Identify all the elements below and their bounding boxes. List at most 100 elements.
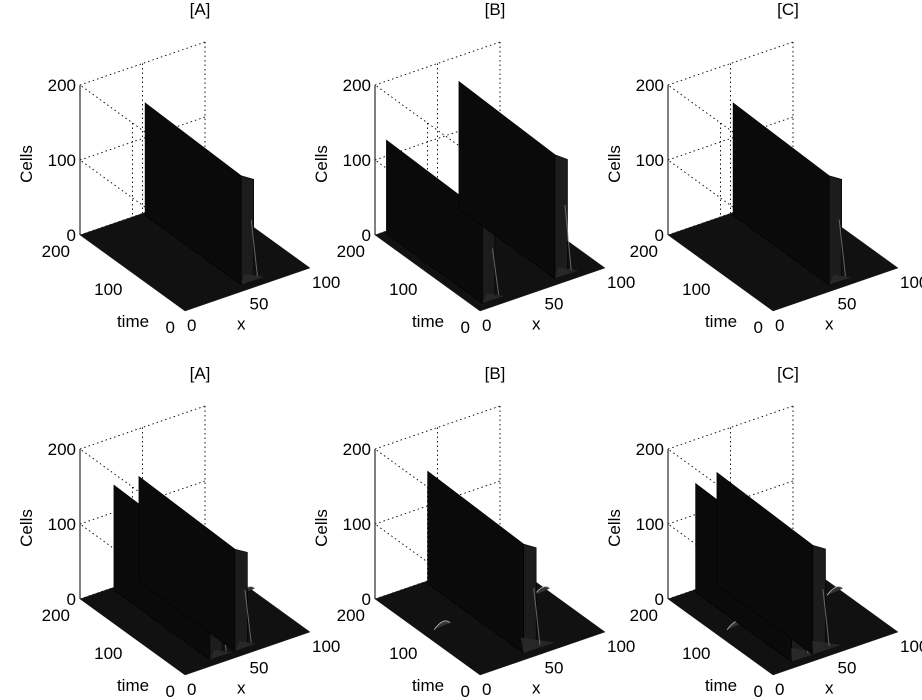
x-tick-label: 50 bbox=[545, 659, 564, 678]
time-axis-label: time bbox=[117, 312, 149, 331]
z-tick-label: 0 bbox=[362, 590, 371, 609]
grid-line-left-wall bbox=[79, 159, 186, 237]
grid-line-left-wall bbox=[667, 448, 774, 526]
z-tick-label: 100 bbox=[343, 515, 371, 534]
x-axis-label: x bbox=[825, 315, 834, 334]
z-tick-label: 200 bbox=[636, 76, 664, 95]
x-tick-label: 100 bbox=[312, 637, 340, 656]
z-axis-label: Cells bbox=[17, 509, 36, 547]
time-tick-label: 100 bbox=[389, 280, 417, 299]
time-tick-label: 100 bbox=[94, 644, 122, 663]
surface-peak-side bbox=[828, 175, 843, 286]
time-axis-label: time bbox=[117, 676, 149, 695]
x-tick-label: 100 bbox=[900, 637, 922, 656]
z-tick-label: 100 bbox=[636, 515, 664, 534]
surface-peak-highlight bbox=[533, 587, 541, 645]
time-tick-label: 100 bbox=[682, 644, 710, 663]
z-axis-label: Cells bbox=[312, 145, 331, 183]
surface-peak-side bbox=[554, 154, 568, 279]
x-tick-label: 50 bbox=[250, 659, 269, 678]
surface-peak-highlight bbox=[244, 589, 252, 643]
time-axis-label: time bbox=[705, 676, 737, 695]
x-tick-label: 0 bbox=[775, 680, 784, 699]
time-tick-label: 0 bbox=[166, 318, 175, 337]
x-tick-label: 50 bbox=[545, 295, 564, 314]
z-tick-label: 200 bbox=[343, 76, 371, 95]
surface-peak-highlight bbox=[491, 248, 500, 295]
x-tick-label: 0 bbox=[187, 316, 196, 335]
surface-peak-highlight bbox=[564, 204, 572, 270]
x-tick-label: 50 bbox=[250, 295, 269, 314]
surface-peak-tail bbox=[209, 649, 232, 660]
grid-line-left-wall bbox=[667, 523, 774, 601]
grid-line-left-wall bbox=[667, 84, 774, 162]
time-tick-label: 200 bbox=[337, 242, 365, 261]
surface-peak-highlight bbox=[250, 219, 258, 277]
surface-ripple bbox=[433, 620, 451, 631]
grid-line-left-wall bbox=[79, 448, 186, 526]
grid-line-left-wall bbox=[374, 448, 481, 526]
surface-peak-tail bbox=[520, 637, 555, 654]
grid-line-left-wall bbox=[667, 159, 774, 237]
z-tick-label: 200 bbox=[48, 440, 76, 459]
z-tick-label: 0 bbox=[67, 590, 76, 609]
time-axis-label: time bbox=[412, 312, 444, 331]
x-axis-label: x bbox=[532, 679, 541, 698]
x-tick-label: 50 bbox=[838, 659, 857, 678]
z-axis-label: Cells bbox=[605, 145, 624, 183]
panel-title: [B] bbox=[485, 364, 506, 383]
panel-title: [C] bbox=[777, 0, 799, 19]
time-tick-label: 100 bbox=[94, 280, 122, 299]
time-tick-label: 0 bbox=[166, 682, 175, 700]
x-tick-label: 0 bbox=[187, 680, 196, 699]
z-tick-label: 0 bbox=[67, 226, 76, 245]
x-tick-label: 100 bbox=[607, 637, 635, 656]
time-tick-label: 0 bbox=[754, 318, 763, 337]
grid-line-left-wall bbox=[79, 84, 186, 162]
time-tick-label: 200 bbox=[42, 242, 70, 261]
surface-peak-tail bbox=[829, 274, 852, 285]
x-axis-label: x bbox=[237, 315, 246, 334]
grid-line-left-wall bbox=[374, 84, 481, 162]
z-tick-label: 200 bbox=[48, 76, 76, 95]
time-tick-label: 0 bbox=[754, 682, 763, 700]
surface-peak-highlight bbox=[822, 589, 830, 646]
time-tick-label: 200 bbox=[42, 606, 70, 625]
z-tick-label: 100 bbox=[343, 151, 371, 170]
z-tick-label: 200 bbox=[636, 440, 664, 459]
x-tick-label: 100 bbox=[312, 273, 340, 292]
surface-peak-highlight bbox=[838, 219, 846, 277]
panel-title: [B] bbox=[485, 0, 506, 19]
time-tick-label: 200 bbox=[337, 606, 365, 625]
z-axis-label: Cells bbox=[17, 145, 36, 183]
z-tick-label: 100 bbox=[48, 515, 76, 534]
z-tick-label: 200 bbox=[343, 440, 371, 459]
time-tick-label: 0 bbox=[461, 318, 470, 337]
x-tick-label: 0 bbox=[482, 316, 491, 335]
surface-ripple bbox=[826, 586, 844, 596]
grid-line-left-wall bbox=[79, 523, 186, 601]
surface-peak-side bbox=[240, 175, 254, 286]
x-tick-label: 100 bbox=[900, 273, 922, 292]
surface-peak-tail bbox=[241, 274, 265, 285]
time-tick-label: 0 bbox=[461, 682, 470, 700]
x-tick-label: 0 bbox=[482, 680, 491, 699]
time-tick-label: 200 bbox=[630, 606, 658, 625]
panel-title: [C] bbox=[777, 364, 799, 383]
z-tick-label: 0 bbox=[362, 226, 371, 245]
z-tick-label: 100 bbox=[48, 151, 76, 170]
surface-peak-tail bbox=[555, 267, 579, 279]
time-axis-label: time bbox=[412, 676, 444, 695]
x-tick-label: 100 bbox=[607, 273, 635, 292]
